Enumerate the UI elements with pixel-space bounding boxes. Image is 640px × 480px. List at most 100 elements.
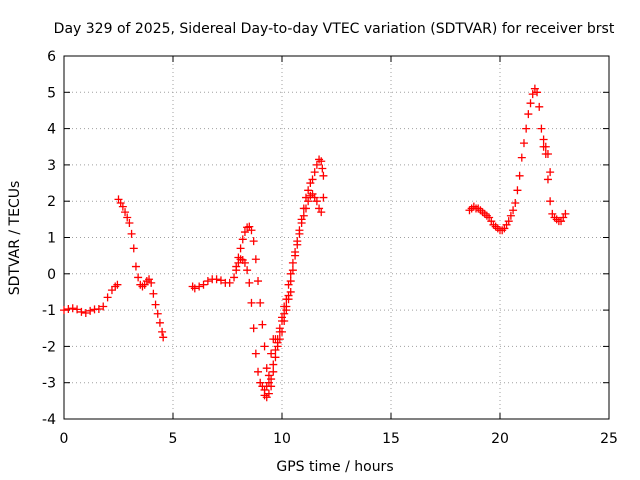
data-point	[153, 309, 162, 318]
y-tick-label: 0	[47, 267, 56, 283]
data-point	[273, 342, 282, 351]
data-point	[151, 300, 160, 309]
data-point	[203, 277, 212, 286]
grid	[64, 56, 609, 419]
data-series-2	[188, 155, 328, 402]
data-point	[123, 213, 132, 222]
data-point	[240, 228, 249, 237]
data-point	[125, 218, 134, 227]
data-point	[308, 175, 317, 184]
data-point	[73, 305, 82, 314]
y-tick-label: 3	[47, 158, 56, 174]
data-series-3	[465, 84, 570, 235]
data-point	[543, 150, 552, 159]
data-point	[256, 298, 265, 307]
data-point	[310, 168, 319, 177]
data-series-1	[60, 195, 168, 342]
y-tick-label: 4	[47, 122, 56, 138]
data-point	[260, 342, 269, 351]
data-point	[251, 349, 260, 358]
data-point	[81, 309, 90, 318]
data-point	[134, 273, 143, 282]
y-tick-label: 5	[47, 85, 56, 101]
data-point	[267, 349, 276, 358]
data-point	[238, 235, 247, 244]
data-point	[304, 197, 313, 206]
data-point	[249, 324, 258, 333]
data-point	[522, 124, 531, 133]
data-point	[94, 305, 103, 314]
data-point	[546, 197, 555, 206]
data-point	[118, 202, 127, 211]
x-tick-label: 15	[382, 431, 400, 447]
data-point	[68, 304, 77, 313]
data-point	[245, 278, 254, 287]
data-point	[131, 262, 140, 271]
data-point	[77, 307, 86, 316]
data-point	[537, 124, 546, 133]
data-point	[258, 320, 267, 329]
data-point	[513, 186, 522, 195]
data-point	[230, 273, 239, 282]
data-point	[304, 186, 313, 195]
data-point	[519, 139, 528, 148]
x-tick-label: 5	[169, 431, 178, 447]
data-point	[517, 153, 526, 162]
data-point	[243, 266, 252, 275]
y-tick-label: -2	[42, 339, 56, 355]
data-point	[319, 193, 328, 202]
y-tick-label: 1	[47, 231, 56, 247]
data-point	[147, 278, 156, 287]
data-point	[295, 229, 304, 238]
y-tick-label: -1	[42, 303, 56, 319]
data-point	[509, 206, 518, 215]
data-point	[317, 157, 326, 166]
y-tick-label: -3	[42, 376, 56, 392]
data-point	[247, 298, 256, 307]
data-point	[103, 293, 112, 302]
data-point	[267, 375, 276, 384]
data-point	[275, 335, 284, 344]
data-point	[254, 367, 263, 376]
data-point	[249, 237, 258, 246]
data-point	[312, 160, 321, 169]
data-point	[269, 360, 278, 369]
data-point	[288, 258, 297, 267]
data-point	[234, 253, 243, 262]
data-point	[504, 217, 513, 226]
data-point	[60, 306, 68, 315]
x-axis-label: GPS time / hours	[276, 459, 393, 475]
y-tick-label: 2	[47, 194, 56, 210]
data-point	[251, 255, 260, 264]
data-point	[64, 305, 73, 314]
data-point	[159, 333, 168, 342]
data-point	[284, 291, 293, 300]
x-tick-label: 0	[60, 431, 69, 447]
data-point	[254, 277, 263, 286]
data-point	[267, 382, 276, 391]
data-point	[515, 171, 524, 180]
x-tick-label: 10	[273, 431, 291, 447]
axis-ticks: 0 5 10 15 20 25 -4 -3 -2 -1 0 1 2 3 4 5 6	[42, 49, 618, 447]
data-point	[301, 204, 310, 213]
data-point	[280, 316, 289, 325]
data-point	[155, 318, 164, 327]
data-point	[318, 164, 327, 173]
data-point	[212, 275, 221, 284]
data-point	[269, 367, 278, 376]
data-point	[278, 327, 286, 336]
data-point	[271, 353, 280, 362]
data-point	[533, 88, 542, 97]
data-point	[195, 282, 204, 291]
y-tick-label: -4	[42, 412, 56, 428]
data-point	[297, 218, 306, 227]
data-point	[99, 302, 108, 311]
data-point	[511, 199, 520, 208]
data-point	[535, 102, 544, 111]
data-point	[113, 280, 122, 289]
data-point	[293, 240, 302, 249]
data-point	[247, 226, 256, 235]
data-point	[240, 258, 249, 267]
y-axis-label: SDTVAR / TECUs	[7, 181, 23, 296]
